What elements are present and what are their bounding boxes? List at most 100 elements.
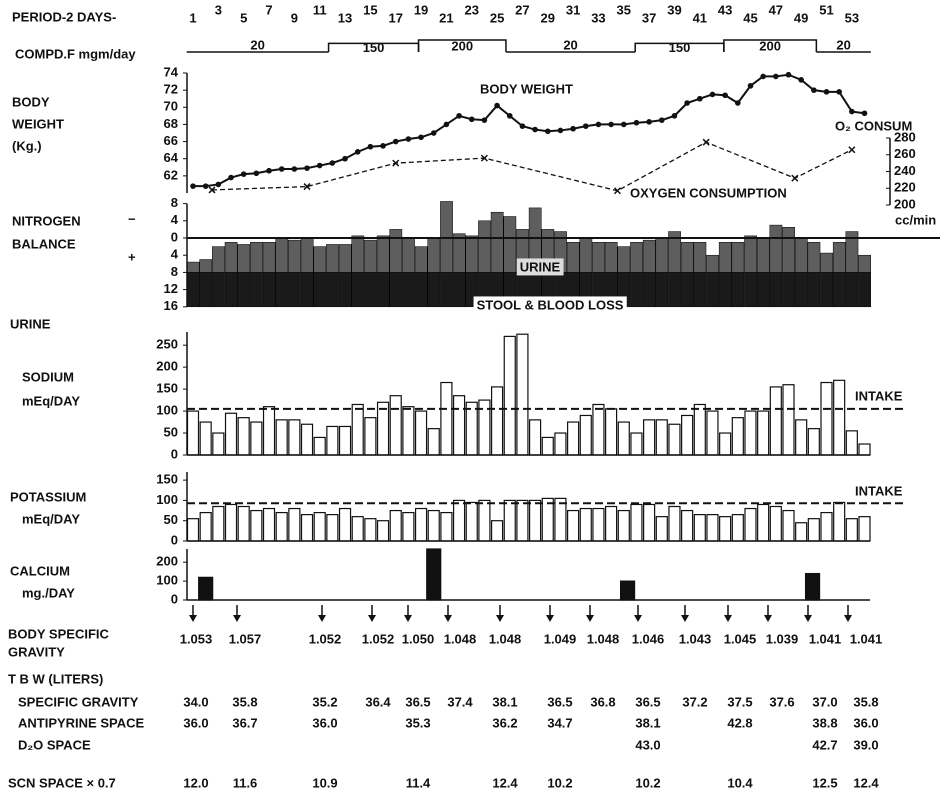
bar-segment	[769, 224, 783, 273]
table-cell: 36.2	[492, 715, 517, 730]
dose-step	[417, 39, 507, 52]
y-axis-label: COMPD.F mgm/day	[15, 46, 136, 61]
bar-segment	[376, 272, 390, 308]
table-cell: 36.7	[232, 715, 257, 730]
bar	[820, 511, 833, 542]
point	[544, 128, 551, 135]
point	[228, 174, 234, 181]
bar-segment	[706, 272, 719, 308]
bar-segment	[490, 211, 504, 273]
bar	[426, 548, 442, 601]
x-tick-label: 41	[693, 10, 707, 25]
table-cell: 38.1	[492, 694, 517, 709]
bar	[605, 408, 618, 456]
x-tick-label: 47	[769, 2, 783, 17]
bar	[262, 406, 276, 456]
bar	[313, 436, 326, 456]
point	[684, 100, 690, 106]
bar-segment	[402, 272, 415, 308]
y-axis-label: CALCIUM	[10, 563, 70, 578]
row-label: T B W (LITERS)	[8, 671, 103, 686]
arrow-head	[496, 615, 504, 622]
bar-segment	[604, 242, 618, 273]
table-cell: 1.048	[489, 631, 522, 646]
series-annotation: BODY WEIGHT	[480, 81, 573, 96]
bar	[186, 410, 200, 456]
bar	[275, 419, 288, 456]
bar	[275, 511, 288, 542]
bar-segment	[351, 235, 365, 273]
point	[380, 143, 386, 149]
point	[798, 77, 804, 83]
table-cell: 37.6	[769, 694, 794, 709]
bar-segment	[832, 242, 846, 273]
table-cell: 1.052	[362, 631, 395, 646]
bar	[655, 516, 668, 542]
dose-label: 150	[669, 40, 691, 55]
bar-segment	[300, 237, 314, 273]
point	[202, 183, 209, 189]
y-axis-label: WEIGHT	[12, 116, 64, 131]
bar	[605, 505, 618, 542]
table-cell: 36.5	[635, 694, 660, 709]
bar	[757, 410, 770, 456]
bar	[719, 432, 732, 456]
table-cell: 36.5	[405, 694, 430, 709]
point	[430, 130, 437, 136]
point	[849, 108, 855, 115]
bar-segment	[288, 239, 301, 273]
table-cell: 36.0	[853, 715, 878, 730]
table-cell: 10.2	[635, 775, 660, 790]
bar-segment	[820, 252, 833, 273]
bar-segment	[744, 235, 757, 273]
bar	[212, 505, 225, 542]
dose-step	[723, 39, 818, 52]
y-tick-label: 150	[156, 472, 178, 487]
y-tick-label: 72	[164, 82, 178, 97]
x-tick-label: 53	[845, 10, 859, 25]
bar	[655, 419, 668, 456]
point	[418, 134, 424, 141]
bar	[300, 514, 314, 542]
bar-segment	[326, 272, 339, 308]
bar-segment	[579, 237, 593, 273]
point	[405, 136, 412, 142]
bar-segment	[402, 237, 415, 273]
label-bg	[473, 296, 627, 314]
dose-label: 200	[759, 38, 781, 53]
bar	[643, 419, 656, 456]
bar	[617, 509, 630, 542]
table-cell: 1.041	[850, 631, 883, 646]
arrow-head	[724, 615, 732, 622]
table-cell: 12.5	[812, 775, 837, 790]
bar	[376, 401, 390, 456]
bar-segment	[693, 272, 707, 308]
bar-segment	[212, 246, 225, 273]
bar-segment	[427, 237, 441, 273]
bar-segment	[503, 216, 517, 273]
bar	[731, 514, 744, 542]
sign-label: −	[128, 211, 136, 226]
bar-segment	[566, 242, 580, 273]
bar	[389, 395, 402, 456]
bar	[693, 514, 706, 542]
bar	[769, 505, 782, 542]
bar-segment	[237, 272, 251, 308]
bar	[541, 497, 554, 542]
arrow-head	[681, 615, 689, 622]
bar	[617, 421, 630, 456]
x-tick-label: 23	[465, 2, 479, 17]
bar-segment	[731, 242, 745, 273]
point	[811, 87, 817, 93]
point	[747, 83, 754, 89]
bar	[503, 499, 516, 542]
point	[392, 138, 399, 145]
table-cell: 39.0	[853, 737, 878, 752]
bar	[262, 507, 276, 542]
bar	[807, 518, 820, 542]
bar-segment	[630, 242, 643, 273]
y-tick-label: 12	[164, 281, 178, 296]
point	[519, 123, 526, 129]
series-annotation: STOOL & BLOOD LOSS	[477, 297, 624, 312]
y-tick-label: 68	[164, 116, 178, 131]
